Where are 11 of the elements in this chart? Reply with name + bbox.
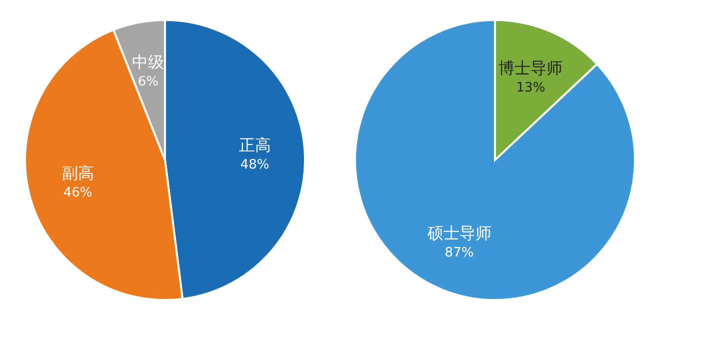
data-label: 6% bbox=[138, 74, 158, 90]
data-label: 48% bbox=[240, 157, 270, 172]
slice-label: 硕士导师 bbox=[426, 224, 492, 243]
slice-label: 正高 bbox=[238, 135, 271, 154]
data-label: 46% bbox=[63, 185, 92, 200]
data-label: 87% bbox=[444, 246, 474, 261]
slice-label: 中级 bbox=[132, 52, 164, 72]
pie-slice bbox=[354, 19, 636, 301]
data-label: 13% bbox=[516, 80, 546, 96]
slice-label: 副高 bbox=[62, 163, 94, 182]
slice-label: 博士导师 bbox=[498, 58, 563, 78]
